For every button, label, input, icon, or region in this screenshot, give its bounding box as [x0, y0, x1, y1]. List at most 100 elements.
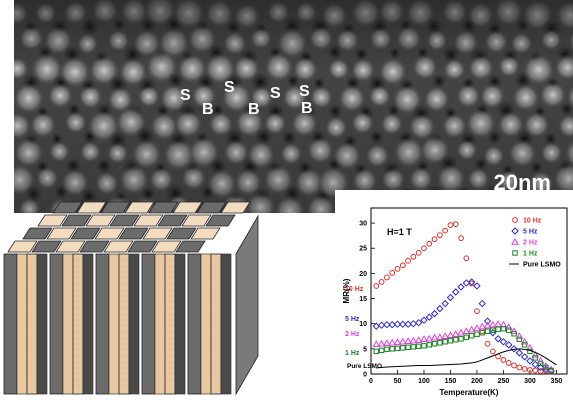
x-tick-label: 100 [418, 378, 430, 385]
data-point-1-hz [543, 364, 549, 371]
data-point-2-hz [414, 336, 423, 343]
top-cell [196, 201, 227, 214]
data-point-1-hz [384, 346, 390, 353]
legend-label: 5 Hz [523, 229, 538, 236]
data-point-1-hz [479, 330, 485, 336]
data-point-2-hz [457, 328, 465, 336]
top-cell [181, 214, 212, 227]
site-label-b: B [248, 101, 260, 118]
data-point-10-hz [431, 236, 438, 243]
top-cell [94, 227, 125, 240]
data-point-2-hz [510, 327, 518, 334]
micrograph-texture [14, 0, 573, 213]
y-tick-label: 0 [363, 372, 367, 379]
data-point-2-hz [383, 339, 391, 347]
data-point-2-hz [404, 337, 412, 345]
top-cell [205, 214, 236, 227]
data-point-5-hz [505, 341, 513, 349]
data-point-2-hz [473, 324, 481, 331]
data-point-2-hz [478, 322, 487, 330]
data-point-1-hz [474, 331, 480, 337]
top-cell [118, 227, 149, 240]
data-point-5-hz [399, 320, 407, 328]
pillar [95, 253, 110, 395]
x-tick-label: 200 [471, 378, 483, 385]
data-point-2-hz [462, 327, 471, 334]
data-point-1-hz [458, 336, 464, 342]
side-face [62, 253, 74, 395]
data-point-2-hz [531, 350, 540, 358]
legend-marker [511, 237, 519, 245]
data-point-5-hz [526, 357, 534, 365]
data-point-1-hz [537, 360, 544, 367]
y-tick-label: 5 [363, 346, 367, 353]
top-cell [166, 227, 197, 240]
data-point-10-hz [505, 360, 512, 366]
data-point-2-hz [372, 340, 381, 348]
site-label-s: S [180, 87, 191, 104]
side-face [220, 253, 232, 395]
legend-label: 10 Hz [523, 218, 542, 225]
inline-label-2hz: 2 Hz [345, 331, 360, 338]
top-cell [31, 240, 62, 253]
series-line-pure-lsmo [376, 348, 557, 369]
top-cell [148, 201, 179, 214]
x-tick-label: 300 [524, 378, 536, 385]
inline-label-5hz: 5 Hz [345, 316, 360, 323]
right-face [235, 214, 259, 396]
data-point-5-hz [441, 299, 449, 308]
y-tick-label: 30 [359, 221, 367, 228]
nanocomposite-schematic [0, 196, 260, 398]
data-point-1-hz [532, 355, 538, 361]
pillar-matrix-block [3, 201, 259, 396]
y-tick-label: 15 [359, 296, 367, 303]
data-point-10-hz [436, 232, 443, 239]
side-face [174, 253, 186, 395]
site-label-b: B [202, 101, 214, 118]
site-label-s: S [270, 85, 281, 102]
data-point-5-hz [494, 335, 502, 343]
data-point-5-hz [531, 360, 539, 369]
matrix-slab [72, 253, 84, 395]
matrix-slab [210, 253, 222, 395]
plot-frame [370, 207, 568, 375]
data-point-2-hz [377, 339, 386, 347]
data-point-10-hz [458, 235, 464, 242]
data-point-2-hz [420, 335, 428, 342]
top-cell [61, 214, 92, 227]
y-tick-label: 20 [359, 271, 367, 278]
top-cell [103, 240, 134, 253]
legend-marker [511, 227, 519, 235]
matrix-slab [26, 253, 38, 395]
data-point-5-hz [473, 282, 481, 290]
pillar [3, 253, 18, 395]
top-cell [157, 214, 188, 227]
top-cell [172, 201, 203, 214]
inline-label-pure-lsmo: Pure LSMO [347, 363, 382, 370]
data-point-2-hz [515, 332, 524, 339]
x-tick-label: 50 [394, 378, 402, 385]
data-point-5-hz [377, 321, 386, 329]
top-cell [55, 240, 86, 253]
data-point-10-hz [489, 348, 496, 355]
data-point-1-hz [490, 327, 496, 333]
data-point-2-hz [409, 336, 418, 344]
site-label-s: S [224, 79, 235, 96]
data-point-1-hz [431, 341, 438, 347]
top-cell [37, 214, 68, 227]
data-point-1-hz [410, 344, 417, 350]
data-point-5-hz [436, 304, 444, 313]
data-point-1-hz [468, 333, 475, 339]
data-point-1-hz [442, 339, 448, 345]
data-point-5-hz [520, 353, 529, 361]
data-point-2-hz [388, 338, 397, 346]
legend-label: 2 Hz [523, 240, 538, 247]
data-point-1-hz [437, 340, 443, 346]
data-point-1-hz [506, 327, 512, 333]
data-point-5-hz [467, 278, 476, 286]
data-point-1-hz [405, 344, 411, 351]
top-cell [46, 227, 77, 240]
data-point-5-hz [404, 320, 412, 328]
data-point-10-hz [447, 222, 454, 229]
